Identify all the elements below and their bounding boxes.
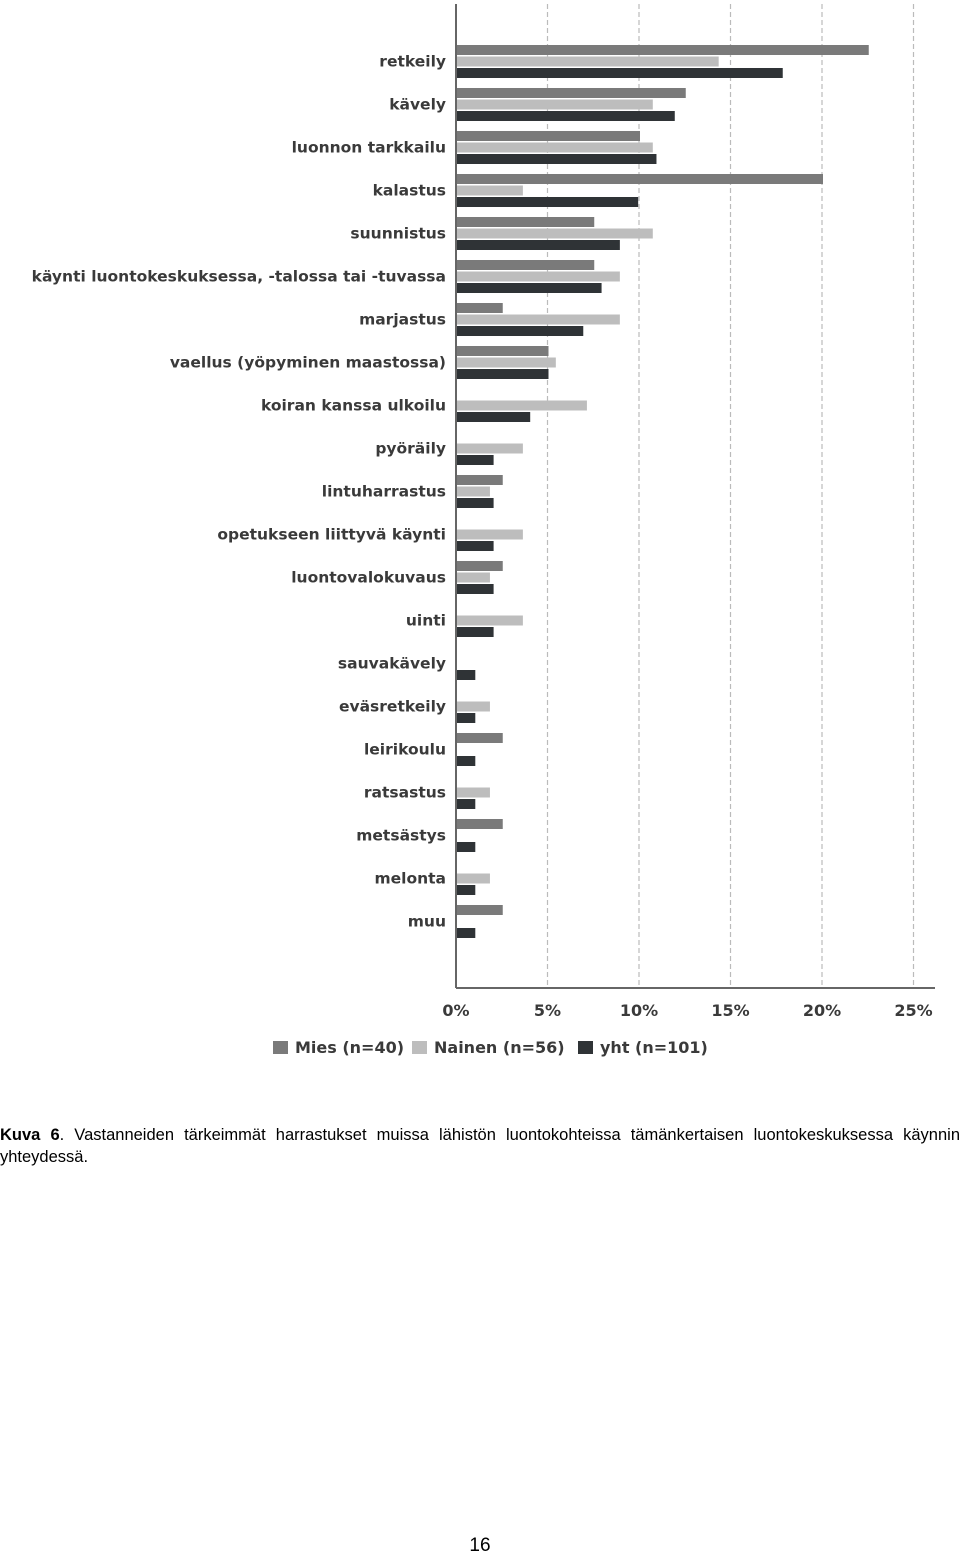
bar	[457, 346, 549, 356]
category-label: lintuharrastus	[322, 483, 446, 501]
category-label: kävely	[389, 96, 446, 114]
category-label: melonta	[374, 870, 446, 888]
bar	[457, 541, 494, 551]
category-label: suunnistus	[350, 225, 446, 243]
legend: Mies (n=40) Nainen (n=56) yht (n=101)	[273, 1038, 708, 1057]
bar	[457, 111, 675, 121]
bar	[457, 561, 503, 571]
bar	[457, 733, 503, 743]
category-label: vaellus (yöpyminen maastossa)	[170, 354, 446, 372]
category-label: luontovalokuvaus	[291, 569, 446, 587]
bar	[457, 486, 490, 497]
bar	[457, 873, 490, 884]
bar	[457, 88, 686, 98]
bar	[457, 627, 494, 637]
legend-swatch	[412, 1041, 427, 1054]
page-number: 16	[469, 1535, 491, 1556]
bar	[457, 314, 620, 325]
category-label: ratsastus	[364, 784, 446, 802]
bar	[457, 584, 494, 594]
x-tick-label: 20%	[803, 1001, 841, 1020]
x-tick-labels: 0% 5% 10% 15% 20% 25%	[442, 1001, 932, 1020]
bar	[457, 99, 653, 110]
category-label: retkeily	[379, 53, 446, 71]
bar	[457, 326, 584, 336]
x-tick-label: 0%	[442, 1001, 469, 1020]
bar	[457, 400, 587, 411]
bars	[457, 45, 869, 938]
category-label: eväsretkeily	[339, 698, 446, 716]
category-label: koiran kanssa ulkoilu	[261, 397, 446, 415]
x-tick-label: 10%	[620, 1001, 658, 1020]
category-label: pyöräily	[375, 440, 446, 458]
bar	[457, 713, 476, 723]
bar	[457, 842, 476, 852]
x-tick-label: 15%	[711, 1001, 749, 1020]
bar	[457, 701, 490, 712]
bar	[457, 56, 719, 67]
axes	[455, 4, 935, 989]
bar	[457, 185, 523, 196]
bar	[457, 756, 476, 766]
bar	[457, 45, 869, 55]
bar	[457, 412, 531, 422]
category-label: käynti luontokeskuksessa, -talossa tai -…	[32, 268, 446, 286]
bar	[457, 455, 494, 465]
bar	[457, 572, 490, 583]
category-label: uinti	[406, 612, 446, 630]
bar	[457, 819, 503, 829]
caption-label: Kuva 6	[0, 1126, 60, 1144]
category-label: sauvakävely	[338, 655, 446, 673]
bar	[457, 240, 620, 250]
bar	[457, 131, 640, 141]
category-label: muu	[408, 913, 446, 931]
bar	[457, 369, 549, 379]
bar	[457, 283, 602, 293]
bar	[457, 174, 823, 184]
bar-chart: retkeily kävely luonnon tarkkailu kalastus s…	[32, 4, 935, 1057]
x-tick-label: 5%	[534, 1001, 561, 1020]
bar	[457, 928, 476, 938]
bar	[457, 357, 556, 368]
legend-label: Nainen (n=56)	[434, 1038, 565, 1057]
legend-label: Mies (n=40)	[295, 1038, 404, 1057]
bar	[457, 228, 653, 239]
bar	[457, 142, 653, 153]
bar	[457, 529, 523, 540]
gridlines	[546, 4, 915, 988]
bar	[457, 68, 783, 78]
bar	[457, 799, 476, 809]
category-label: leirikoulu	[364, 741, 446, 759]
bar	[457, 197, 639, 207]
category-label: opetukseen liittyvä käynti	[217, 526, 446, 544]
bar	[457, 260, 595, 270]
bar	[457, 443, 523, 454]
bar	[457, 154, 657, 164]
figure-caption: Kuva 6. Vastanneiden tärkeimmät harrastu…	[0, 1124, 960, 1168]
legend-swatch	[273, 1041, 288, 1054]
bar	[457, 615, 523, 626]
category-labels: retkeily kävely luonnon tarkkailu kalastus s…	[32, 53, 446, 931]
bar	[457, 905, 503, 915]
bar	[457, 271, 620, 282]
bar	[457, 670, 476, 680]
bar	[457, 303, 503, 313]
category-label: kalastus	[373, 182, 446, 200]
caption-text: . Vastanneiden tärkeimmät harrastukset m…	[0, 1126, 960, 1166]
bar	[457, 475, 503, 485]
bar	[457, 885, 476, 895]
legend-swatch	[578, 1041, 593, 1054]
bar	[457, 217, 595, 227]
category-label: marjastus	[359, 311, 446, 329]
category-label: metsästys	[356, 827, 446, 845]
category-label: luonnon tarkkailu	[292, 139, 446, 157]
bar	[457, 498, 494, 508]
x-tick-label: 25%	[894, 1001, 932, 1020]
legend-label: yht (n=101)	[600, 1038, 708, 1057]
bar	[457, 787, 490, 798]
